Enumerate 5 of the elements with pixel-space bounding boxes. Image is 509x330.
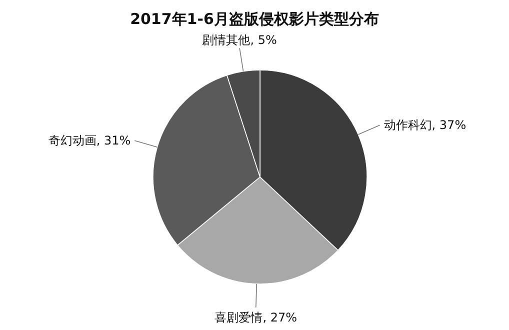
slice-label: 剧情其他, 5% (202, 33, 277, 48)
slice-label: 奇幻动画, 31% (48, 134, 131, 148)
chart-title: 2017年1-6月盗版侵权影片类型分布 (130, 10, 379, 28)
slice-label: 喜剧爱情, 27% (214, 310, 298, 324)
slice-label: 动作科幻, 37% (384, 118, 466, 132)
